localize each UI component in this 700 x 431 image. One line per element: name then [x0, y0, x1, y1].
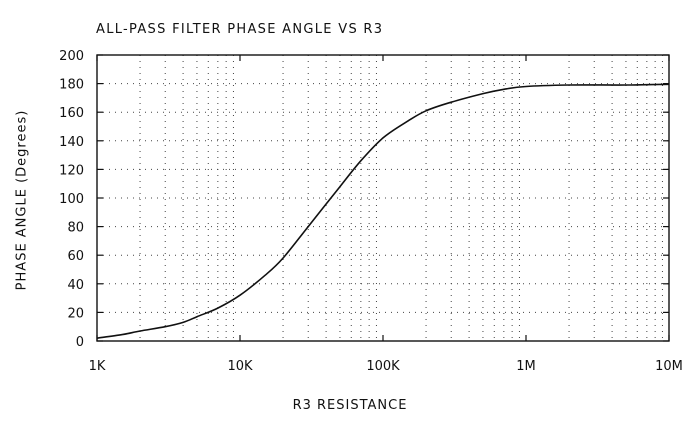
x-tick-label: 1M: [516, 359, 536, 374]
x-tick-label: 1K: [89, 359, 106, 374]
y-tick-label: 200: [59, 49, 84, 64]
grid-layer: [97, 55, 669, 341]
y-tick-label: 0: [76, 335, 84, 350]
x-tick-label: 100K: [366, 359, 400, 374]
y-tick-label: 140: [59, 135, 84, 150]
y-tick-label: 100: [59, 192, 84, 207]
y-tick-label: 160: [59, 106, 84, 121]
y-tick-label: 40: [67, 278, 84, 293]
y-tick-label: 120: [59, 163, 84, 178]
x-tick-label: 10M: [655, 359, 683, 374]
x-axis-label: R3 RESISTANCE: [292, 398, 408, 413]
series-line: [96, 83, 670, 339]
x-tick-label: 10K: [227, 359, 253, 374]
y-tick-label: 180: [59, 78, 84, 93]
y-tick-label: 60: [67, 249, 84, 264]
chart-title: ALL-PASS FILTER PHASE ANGLE VS R3: [96, 22, 384, 37]
y-tick-label: 80: [67, 221, 84, 236]
y-tick-label: 20: [67, 306, 84, 321]
x-tick-labels: 1K 10K 100K 1M 10M: [89, 359, 683, 374]
y-tick-labels: 0 20 40 60 80 100 120 140 160 180 200: [59, 49, 84, 350]
